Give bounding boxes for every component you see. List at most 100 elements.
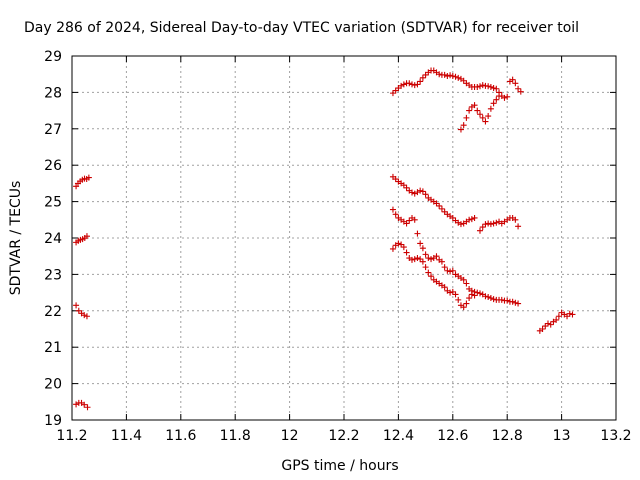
data-point [485,220,492,227]
data-point [417,78,424,85]
x-tick-label: 12.2 [328,428,359,444]
data-point [479,82,486,89]
data-point [419,74,426,81]
y-tick-label: 20 [44,377,62,393]
data-point [81,401,88,408]
series-arc-mid [389,173,478,228]
data-point [485,293,492,300]
x-tick-label: 12.6 [437,428,468,444]
data-point [436,202,443,209]
data-point [438,205,445,212]
data-point [455,296,462,303]
series-arc-lower-b [389,240,478,311]
data-point [85,174,92,181]
data-point [403,220,410,227]
data-point [509,76,516,83]
data-point [392,211,399,218]
data-point [425,269,432,276]
data-point [414,81,421,88]
data-point [504,93,511,100]
data-point [496,93,503,100]
y-tick-label: 21 [44,340,62,356]
data-point [466,216,473,223]
data-point [512,216,519,223]
data-point [485,83,492,90]
data-point [501,94,508,101]
y-tick-label: 29 [44,49,62,65]
data-point [471,292,478,299]
data-point [403,249,410,256]
data-point [487,83,494,90]
data-point [433,253,440,260]
x-tick-label: 12.4 [383,428,414,444]
data-point [482,221,489,228]
data-point [422,191,429,198]
data-point [73,302,80,309]
data-point [468,216,475,223]
data-point [479,224,486,231]
data-point [409,189,415,196]
data-point [509,298,516,305]
y-tick-label: 27 [44,122,62,138]
data-point [463,280,470,287]
data-point [444,73,451,80]
data-point [452,291,459,298]
x-tick-label: 12 [281,428,299,444]
data-point [395,240,402,247]
data-point [493,219,500,226]
data-point [490,100,497,107]
data-point [515,85,522,92]
grid-lines [72,56,616,420]
data-point [455,74,462,81]
data-point [447,72,454,79]
y-tick-label: 28 [44,85,62,101]
x-tick-label: 13 [553,428,571,444]
x-tick-label: 11.2 [56,428,87,444]
y-tick-label: 19 [44,413,62,429]
y-tick-label: 25 [44,195,62,211]
data-point [419,258,426,265]
data-point [468,291,475,298]
x-tick-label: 11.6 [165,428,196,444]
data-point [474,83,481,90]
data-point [419,188,426,195]
data-point [479,114,486,121]
data-point [463,300,470,307]
data-point [512,80,519,87]
data-point [409,81,415,88]
data-point [517,88,524,95]
y-tick-label: 26 [44,158,62,174]
y-tick-label: 23 [44,267,62,283]
data-point [411,256,418,263]
data-point [411,82,418,89]
data-point [474,107,481,114]
data-point [555,313,562,320]
data-point [452,73,459,80]
y-axis-label: SDTVAR / TECUs [8,181,24,296]
data-point [417,240,424,247]
data-point [498,296,505,303]
data-point [389,206,396,213]
data-point [417,187,424,194]
series-arc-top [389,67,524,101]
data-point [471,102,478,109]
data-point [411,190,418,197]
axis-ticks: 11.2 11.4 11.6 11.8 12 12.2 12.4 12.6 12.8 13 13.2… [44,49,631,444]
data-point [485,113,492,120]
data-point [414,189,421,196]
data-point [515,300,522,307]
data-point [515,223,522,230]
data-point [460,276,467,283]
x-axis-label: GPS time / hours [281,458,398,474]
y-tick-label: 24 [44,231,62,247]
data-point [409,256,415,263]
data-point [414,255,421,262]
data-point [493,96,500,103]
data-point [403,184,410,191]
data-point [487,295,494,302]
data-point [449,73,456,80]
data-point [466,295,473,302]
data-point [441,71,448,78]
data-point [457,126,464,133]
